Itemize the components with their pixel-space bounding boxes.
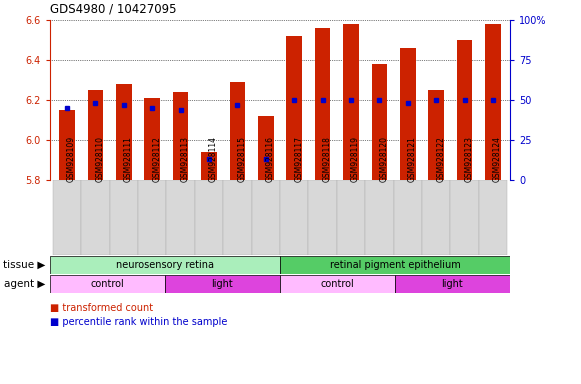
FancyBboxPatch shape xyxy=(223,180,252,255)
Bar xyxy=(59,110,75,180)
Bar xyxy=(88,90,103,180)
Text: control: control xyxy=(91,279,124,289)
Text: tissue ▶: tissue ▶ xyxy=(3,260,45,270)
Text: GSM928115: GSM928115 xyxy=(238,136,246,182)
Text: GSM928117: GSM928117 xyxy=(294,136,303,182)
Text: neurosensory retina: neurosensory retina xyxy=(116,260,214,270)
Text: ■ transformed count: ■ transformed count xyxy=(50,303,153,313)
Text: GSM928122: GSM928122 xyxy=(436,136,445,182)
Text: GSM928123: GSM928123 xyxy=(465,136,474,182)
Text: GSM928113: GSM928113 xyxy=(181,136,189,182)
Bar xyxy=(343,24,359,180)
Text: GSM928111: GSM928111 xyxy=(124,136,133,182)
Text: ■ percentile rank within the sample: ■ percentile rank within the sample xyxy=(50,317,227,327)
FancyBboxPatch shape xyxy=(422,180,450,255)
Text: retinal pigment epithelium: retinal pigment epithelium xyxy=(329,260,460,270)
Text: GSM928124: GSM928124 xyxy=(493,136,502,182)
FancyBboxPatch shape xyxy=(138,180,166,255)
FancyBboxPatch shape xyxy=(50,256,280,274)
FancyBboxPatch shape xyxy=(50,275,165,293)
Text: GSM928121: GSM928121 xyxy=(408,136,417,182)
FancyBboxPatch shape xyxy=(53,180,81,255)
Text: agent ▶: agent ▶ xyxy=(3,279,45,289)
Text: GSM928119: GSM928119 xyxy=(351,136,360,182)
Bar xyxy=(173,92,188,180)
Bar xyxy=(229,82,245,180)
Text: GSM928116: GSM928116 xyxy=(266,136,275,182)
FancyBboxPatch shape xyxy=(450,180,479,255)
Text: GSM928120: GSM928120 xyxy=(379,136,388,182)
Bar xyxy=(286,36,302,180)
Text: GSM928109: GSM928109 xyxy=(67,136,76,182)
FancyBboxPatch shape xyxy=(365,180,393,255)
Text: control: control xyxy=(321,279,354,289)
Bar xyxy=(315,28,331,180)
FancyBboxPatch shape xyxy=(252,180,280,255)
FancyBboxPatch shape xyxy=(479,180,507,255)
Bar xyxy=(116,84,132,180)
FancyBboxPatch shape xyxy=(280,275,395,293)
Bar xyxy=(372,64,387,180)
FancyBboxPatch shape xyxy=(81,180,110,255)
Bar xyxy=(457,40,472,180)
FancyBboxPatch shape xyxy=(395,275,510,293)
Text: light: light xyxy=(442,279,464,289)
Bar xyxy=(258,116,274,180)
Text: light: light xyxy=(211,279,234,289)
Text: GSM928118: GSM928118 xyxy=(322,136,332,182)
Bar xyxy=(201,152,217,180)
FancyBboxPatch shape xyxy=(195,180,223,255)
FancyBboxPatch shape xyxy=(166,180,195,255)
FancyBboxPatch shape xyxy=(280,256,510,274)
Bar xyxy=(428,90,444,180)
Bar xyxy=(485,24,501,180)
FancyBboxPatch shape xyxy=(110,180,138,255)
FancyBboxPatch shape xyxy=(280,180,309,255)
FancyBboxPatch shape xyxy=(309,180,337,255)
FancyBboxPatch shape xyxy=(337,180,365,255)
Bar xyxy=(145,98,160,180)
Text: GSM928114: GSM928114 xyxy=(209,136,218,182)
Text: GSM928112: GSM928112 xyxy=(152,136,161,182)
FancyBboxPatch shape xyxy=(165,275,280,293)
Text: GDS4980 / 10427095: GDS4980 / 10427095 xyxy=(50,3,177,16)
Bar xyxy=(400,48,415,180)
FancyBboxPatch shape xyxy=(393,180,422,255)
Text: GSM928110: GSM928110 xyxy=(95,136,105,182)
